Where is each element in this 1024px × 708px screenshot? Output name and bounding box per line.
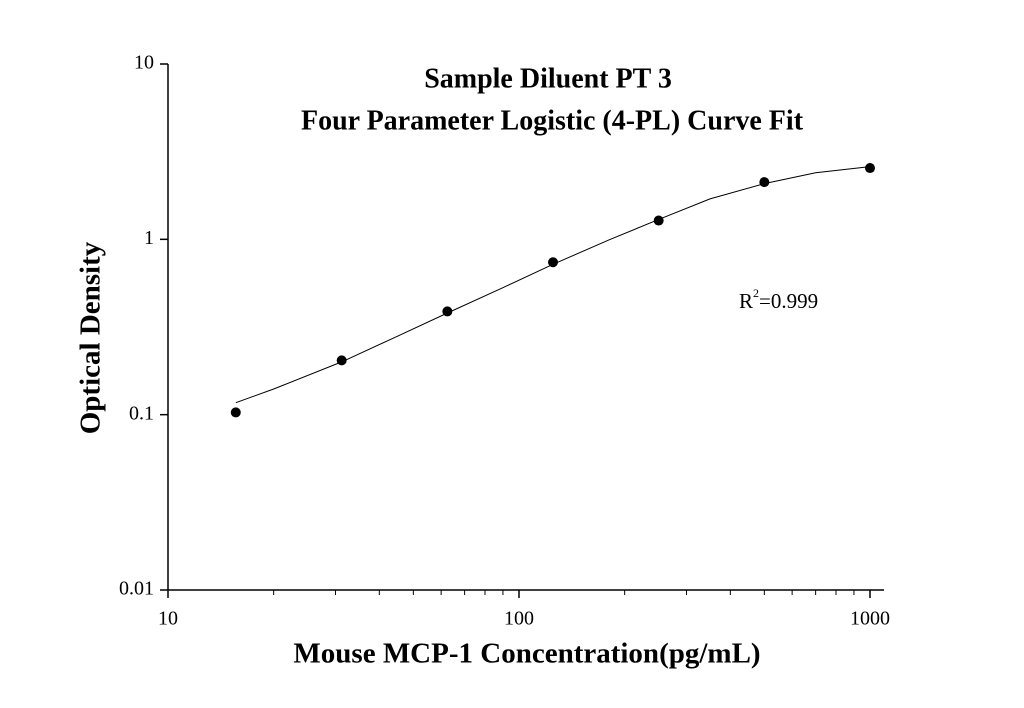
data-point [442,306,453,317]
chart-subtitle: Four Parameter Logistic (4-PL) Curve Fit [301,105,804,136]
data-point [230,407,241,418]
y-tick-label: 1 [144,227,154,249]
y-axis-label: Optical Density [75,241,107,434]
annotation: R2=0.999 [739,286,818,313]
y-tick-label: 0.1 [129,402,154,424]
annotation-sup: 2 [753,286,759,300]
x-axis-label: Mouse MCP-1 Concentration(pg/mL) [293,638,760,670]
data-point [653,215,664,226]
annotation-text: =0.999 [759,289,818,313]
x-tick-label: 10 [158,608,178,630]
x-tick-label: 100 [504,608,534,630]
data-point [548,257,559,268]
y-tick-label: 10 [134,52,154,74]
data-point [336,355,347,366]
data-point [865,163,875,174]
annotation-base: R [739,289,753,313]
x-tick-label: 1000 [850,608,890,630]
fit-curve [235,166,871,404]
chart-title: Sample Diluent PT 3 [424,63,672,94]
data-point [759,177,770,188]
y-tick-label: 0.01 [119,578,154,600]
